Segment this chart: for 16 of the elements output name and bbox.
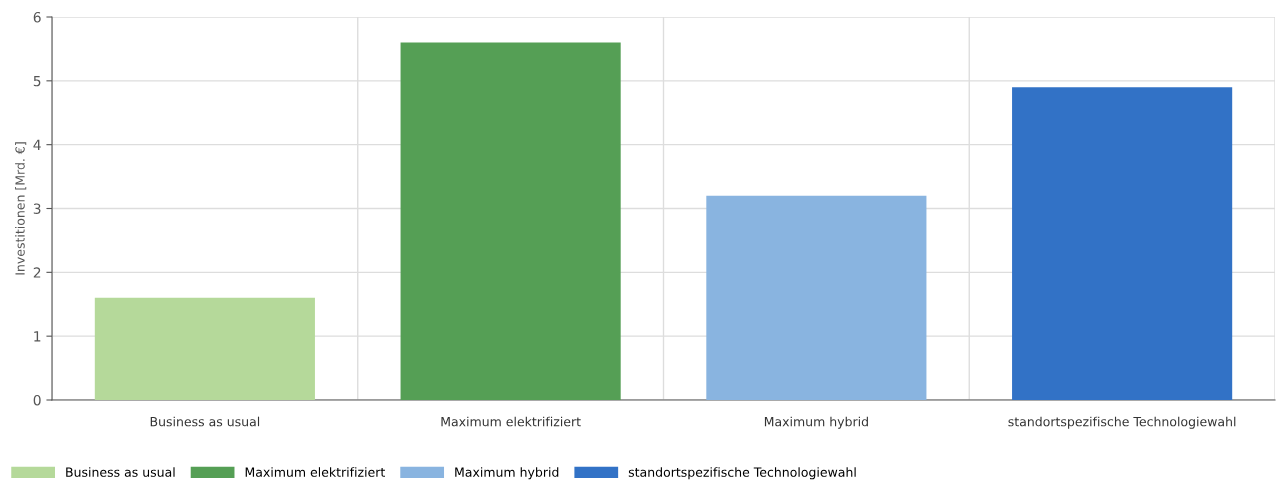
x-tick-label: standortspezifische Technologiewahl — [1008, 416, 1236, 429]
legend-label: Maximum elektrifiziert — [245, 467, 385, 477]
y-tick-label: 2 — [33, 267, 41, 278]
legend-label: Business as usual — [66, 467, 175, 477]
y-tick-label: 6 — [33, 11, 41, 23]
legend-label: standortspezifische Technologiewahl — [628, 467, 856, 480]
y-axis-title: Investitionen [Mrd. €] — [15, 142, 27, 275]
y-tick-label: 4 — [33, 139, 41, 150]
y-tick-label: 3 — [33, 203, 41, 214]
y-tick-label: 0 — [33, 394, 41, 406]
y-tick-label: 5 — [33, 75, 41, 87]
legend-label: Maximum hybrid — [455, 467, 559, 480]
x-tick-label: Maximum elektrifiziert — [441, 416, 581, 427]
y-tick-label: 1 — [34, 331, 41, 342]
x-tick-label: Maximum hybrid — [764, 416, 868, 429]
x-tick-label: Business as usual — [150, 416, 260, 427]
